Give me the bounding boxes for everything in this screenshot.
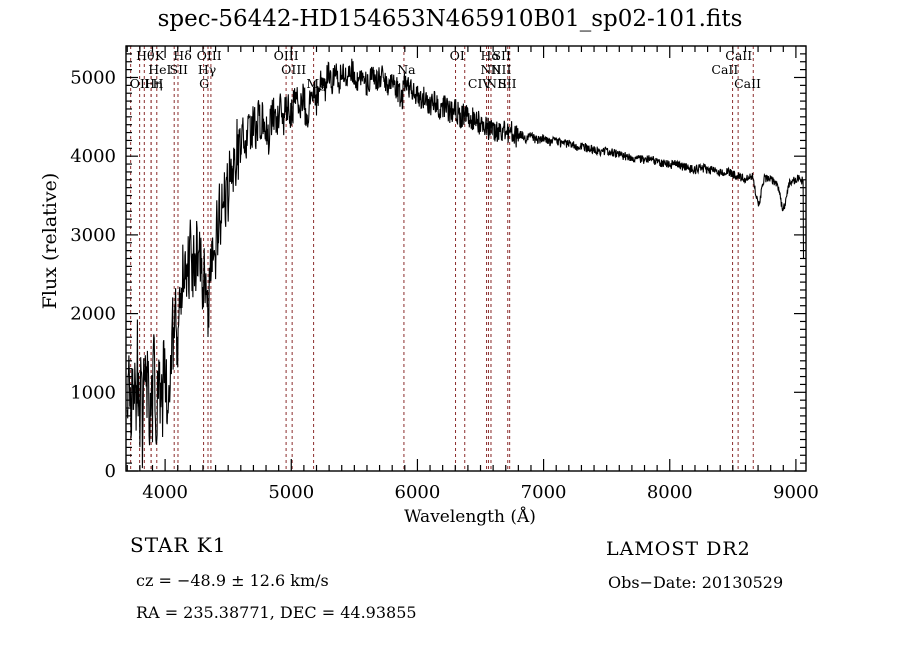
spectral-line-label: Hθ <box>136 48 154 63</box>
spectral-line-label: CaII <box>725 48 752 63</box>
x-tick-label: 6000 <box>395 482 441 503</box>
spectral-line-label: SII <box>492 48 511 63</box>
x-tick-label: 5000 <box>268 482 314 503</box>
spectral-line-label: NII <box>481 62 502 77</box>
observation-date-text: Obs−Date: 20130529 <box>608 573 784 592</box>
plot-frame-group <box>125 45 807 472</box>
spectrum-trace-group <box>126 58 805 469</box>
spectral-line-label: K <box>155 48 165 63</box>
spectral-line-label: Na <box>397 62 416 77</box>
object-class-text: STAR K1 <box>130 533 227 557</box>
spectral-line-label: OIII <box>197 48 222 63</box>
coordinates-text: RA = 235.38771, DEC = 44.93855 <box>136 603 417 622</box>
spectral-line-label: NII <box>486 76 507 91</box>
spectral-line-label: Hδ <box>173 48 191 63</box>
spectral-line-label: OI <box>450 48 465 63</box>
spectral-line-label: G <box>199 76 209 91</box>
spectrum-trace <box>126 58 805 469</box>
spectral-line-label: OIII <box>281 62 306 77</box>
y-tick-label: 4000 <box>70 146 116 167</box>
x-tick-label: 7000 <box>521 482 567 503</box>
spectral-line-label: Mg <box>306 76 327 91</box>
x-axis-label: Wavelength (Å) <box>404 507 536 527</box>
spectral-line-label: SII <box>498 76 517 91</box>
spectral-line-label: HeI <box>148 62 171 77</box>
x-tick-label-group: 4000 5000 6000 7000 8000 9000 <box>142 482 819 503</box>
spectral-line-label: CaII <box>734 76 761 91</box>
y-tick-label: 0 <box>105 461 116 482</box>
spectral-line-label: NII <box>491 62 512 77</box>
x-tick-label: 9000 <box>773 482 819 503</box>
spectral-line-label: Hη <box>144 76 162 91</box>
spectral-line-label: CIV <box>468 76 493 91</box>
survey-name-text: LAMOST DR2 <box>606 538 751 560</box>
spectral-line-label: OII <box>130 76 150 91</box>
y-tick-label: 1000 <box>70 382 116 403</box>
y-tick-label: 5000 <box>70 67 116 88</box>
y-tick-label: 2000 <box>70 304 116 325</box>
x-tick-label: 4000 <box>142 482 188 503</box>
spectral-line-label: H <box>152 76 163 91</box>
redshift-velocity-text: cz = −48.9 ± 12.6 km/s <box>136 571 329 590</box>
spectral-line-label: SII <box>170 62 189 77</box>
line-marker-group <box>130 46 754 471</box>
x-tick-label: 8000 <box>647 482 693 503</box>
y-axis-label: Flux (relative) <box>39 172 61 310</box>
spectral-line-label: Hγ <box>198 62 216 77</box>
y-tick-label-group: 0 1000 2000 3000 4000 5000 <box>70 67 116 482</box>
spectral-line-label: Hα <box>481 48 501 63</box>
y-tick-label: 3000 <box>70 225 116 246</box>
page-title: spec-56442-HD154653N465910B01_sp02-101.f… <box>157 6 743 32</box>
spectral-line-label: CaII <box>711 62 738 77</box>
spectral-line-label: OIII <box>274 48 299 63</box>
